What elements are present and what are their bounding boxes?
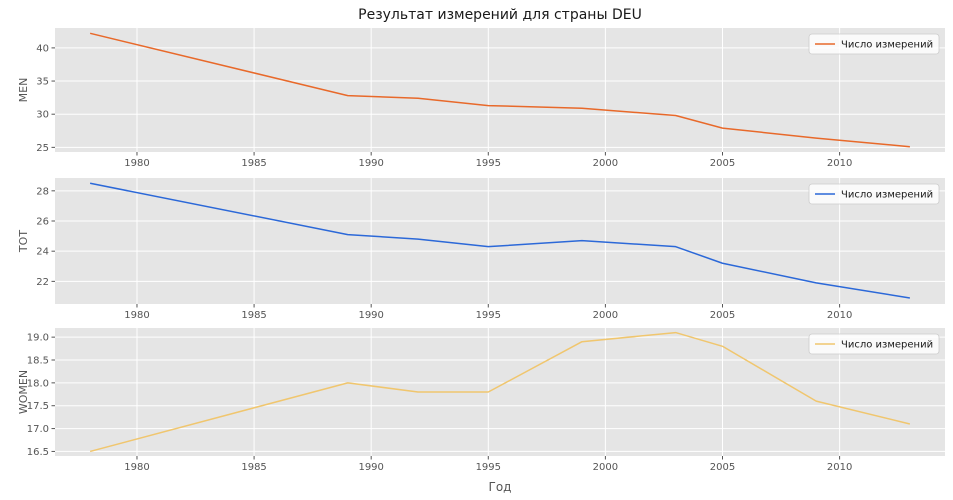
women-y-tick-label: 18.5 <box>27 356 49 367</box>
women-y-tick-label: 17.0 <box>27 424 49 435</box>
men-x-tick-label: 1980 <box>124 158 149 169</box>
tot-y-tick-label: 28 <box>36 186 49 197</box>
tot-y-tick-label: 22 <box>36 277 49 288</box>
tot-x-tick-label: 1990 <box>358 310 383 321</box>
men-x-tick-label: 2005 <box>710 158 735 169</box>
tot-y-tick-label: 26 <box>36 217 49 228</box>
women-x-tick-label: 1980 <box>124 462 149 473</box>
men-x-tick-label: 1990 <box>358 158 383 169</box>
women-legend-label: Число измерений <box>841 340 933 351</box>
men-y-tick-label: 25 <box>36 143 49 154</box>
x-axis-label: Год <box>489 480 512 494</box>
men-x-tick-label: 2000 <box>593 158 618 169</box>
women-x-tick-label: 1990 <box>358 462 383 473</box>
men-x-tick-label: 1985 <box>241 158 266 169</box>
subplot-women: 1980 1985 1990 1995 2000 2005 2010 16.5 17.0 17.5… <box>17 328 945 473</box>
tot-legend: Число измерений <box>808 183 940 205</box>
subplot-men: 1980 1985 1990 1995 2000 2005 2010 25 30 35 40 MEN Ч… <box>17 28 945 169</box>
tot-x-tick-label: 1985 <box>241 310 266 321</box>
women-x-tick-label: 1985 <box>241 462 266 473</box>
men-plot-area <box>55 28 945 152</box>
tot-y-tick-label: 24 <box>36 247 49 258</box>
men-x-tick-label: 2010 <box>827 158 852 169</box>
women-y-tick-label: 17.5 <box>27 401 49 412</box>
women-y-tick-label: 18.0 <box>27 378 49 389</box>
tot-x-tick-label: 2000 <box>593 310 618 321</box>
women-x-tick-label: 1995 <box>476 462 501 473</box>
men-legend: Число измерений <box>808 33 940 55</box>
women-legend-box <box>808 333 940 355</box>
men-legend-box <box>808 33 940 55</box>
tot-y-axis-label: TOT <box>17 230 30 253</box>
men-y-axis-label: MEN <box>17 78 30 103</box>
women-x-tick-label: 2005 <box>710 462 735 473</box>
men-legend-label: Число измерений <box>841 40 933 51</box>
tot-legend-box <box>808 183 940 205</box>
tot-legend-label: Число измерений <box>841 190 933 201</box>
women-legend: Число измерений <box>808 333 940 355</box>
tot-x-tick-label: 1995 <box>476 310 501 321</box>
men-y-tick-label: 40 <box>36 43 49 54</box>
men-y-tick-label: 35 <box>36 77 49 88</box>
tot-x-tick-label: 2005 <box>710 310 735 321</box>
women-x-tick-label: 2010 <box>827 462 852 473</box>
tot-plot-area <box>55 178 945 304</box>
women-y-axis-label: WOMEN <box>17 370 30 414</box>
women-x-tick-label: 2000 <box>593 462 618 473</box>
women-series-line <box>89 331 911 453</box>
men-x-tick-label: 1995 <box>476 158 501 169</box>
women-y-tick-label: 19.0 <box>27 333 49 344</box>
men-series-line <box>89 32 910 148</box>
tot-x-tick-label: 2010 <box>827 310 852 321</box>
figure-title: Результат измерений для страны DEU <box>358 7 642 23</box>
subplot-tot: 1980 1985 1990 1995 2000 2005 2010 22 24 26 28 TOT Ч… <box>17 178 945 321</box>
tot-x-tick-label: 1980 <box>124 310 149 321</box>
women-y-tick-label: 16.5 <box>27 447 49 458</box>
tot-series-line <box>89 182 910 299</box>
women-plot-area <box>55 328 945 456</box>
men-y-tick-label: 30 <box>36 110 49 121</box>
